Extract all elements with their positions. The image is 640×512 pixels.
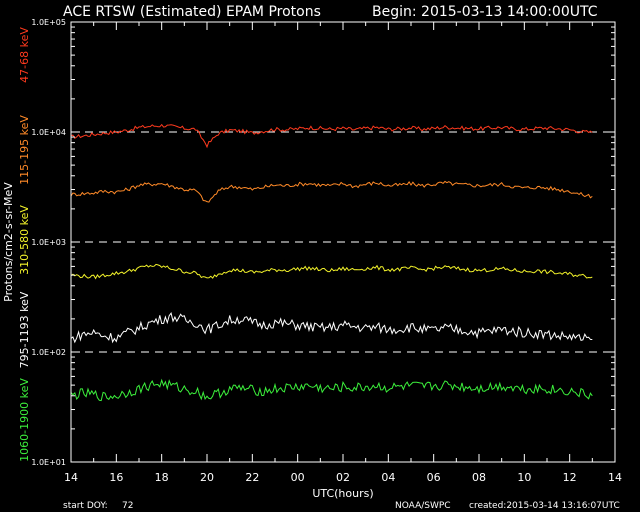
series-line [70, 378, 593, 402]
series-line [70, 312, 593, 344]
legend: 47-68 keV 115-195 keV 310-580 keV 795-1193 … [18, 27, 31, 462]
x-tick-labels: 14 16 18 20 22 00 02 04 06 08 10 12 14 [64, 471, 622, 484]
x-axis-label: UTC(hours) [312, 487, 373, 500]
legend-label: 47-68 keV [18, 27, 31, 83]
series-line [70, 263, 593, 280]
x-tick-label: 02 [336, 471, 350, 484]
x-tick-label: 20 [200, 471, 214, 484]
legend-label: 310-580 keV [18, 205, 31, 275]
x-tick-label: 14 [64, 471, 78, 484]
y-tick-label: 1.0E+03 [31, 238, 66, 247]
y-tick-label: 1.0E+01 [31, 458, 66, 467]
legend-label: 1060-1900 keV [18, 378, 31, 462]
series-line [70, 123, 593, 149]
y-tick-label: 1.0E+05 [31, 18, 66, 27]
x-tick-label: 04 [381, 471, 395, 484]
y-tick-label: 1.0E+02 [31, 348, 66, 357]
y-tick-labels: 1.0E+05 1.0E+04 1.0E+03 1.0E+02 1.0E+01 [31, 18, 66, 467]
x-tick-label: 14 [608, 471, 622, 484]
series-line [70, 180, 593, 203]
x-tick-label: 10 [517, 471, 531, 484]
decade-dashed-lines [71, 131, 615, 353]
x-tick-label: 12 [563, 471, 577, 484]
chart-title: ACE RTSW (Estimated) EPAM Protons [63, 4, 321, 20]
x-tick-label: 00 [291, 471, 305, 484]
start-doy-value: 72 [122, 501, 133, 511]
x-tick-label: 16 [109, 471, 123, 484]
source-label: NOAA/SWPC [395, 501, 451, 511]
x-tick-label: 18 [155, 471, 169, 484]
created-timestamp: created:2015-03-14 13:16:07UTC [469, 501, 620, 511]
series-lines [70, 123, 593, 402]
legend-label: 115-195 keV [18, 115, 31, 185]
y-axis-label: Protons/cm2-s-sr-MeV [2, 182, 15, 302]
x-tick-label: 06 [427, 471, 441, 484]
axis-ticks [70, 21, 616, 463]
x-tick-label: 22 [245, 471, 259, 484]
x-tick-label: 08 [472, 471, 486, 484]
begin-time: Begin: 2015-03-13 14:00:00UTC [372, 4, 598, 20]
legend-label: 795-1193 keV [18, 291, 31, 368]
start-doy-label: start DOY: [63, 501, 108, 511]
y-tick-label: 1.0E+04 [31, 128, 66, 137]
